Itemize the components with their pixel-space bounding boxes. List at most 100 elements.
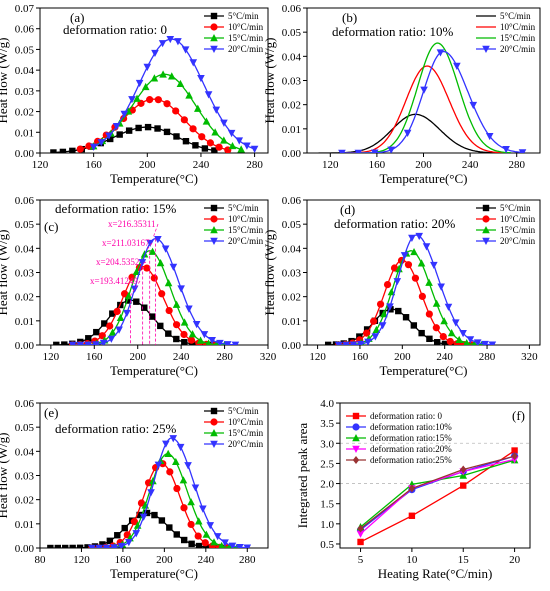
legend-item: 5°C/min xyxy=(204,406,259,416)
data-point xyxy=(143,264,151,272)
chart-panel-4: 120 160 200 240 280 320 0.00 0.01 0.02 0.03 0.04 0.… xyxy=(262,195,541,378)
legend-marker xyxy=(210,440,218,448)
legend-item: 10°C/min xyxy=(476,22,536,32)
data-point xyxy=(130,518,138,526)
legend-item: 5°C/min xyxy=(476,11,531,21)
data-point xyxy=(141,82,150,91)
data-point xyxy=(163,100,171,108)
data-point xyxy=(97,139,106,147)
data-point xyxy=(169,263,178,271)
data-point xyxy=(133,94,141,102)
data-point xyxy=(250,145,259,153)
y-tick-label: 2.0 xyxy=(320,479,334,491)
series-20-c-min xyxy=(89,35,259,153)
data-point xyxy=(410,247,418,256)
data-point xyxy=(434,339,441,345)
data-point xyxy=(92,341,100,345)
data-point xyxy=(89,143,98,151)
data-point xyxy=(109,310,116,317)
data-point xyxy=(159,70,167,78)
series-20-c-min xyxy=(68,236,240,345)
data-point xyxy=(99,339,108,345)
legend-item: 5°C/min xyxy=(476,203,531,213)
data-point xyxy=(402,314,410,321)
series-15-c-min xyxy=(341,42,511,153)
data-point xyxy=(195,542,203,548)
data-point xyxy=(166,35,175,44)
data-point xyxy=(191,484,200,492)
data-point xyxy=(386,303,394,311)
deformation-annotation: deformation ratio: 15% xyxy=(55,201,176,216)
data-point xyxy=(181,46,190,54)
data-point xyxy=(108,328,117,336)
y-tick-label: 0.06 xyxy=(15,195,35,207)
y-tick-label: 0.06 xyxy=(15,398,35,410)
series-line xyxy=(360,455,515,530)
data-point xyxy=(376,300,385,308)
data-point xyxy=(164,279,173,287)
data-point xyxy=(101,320,108,327)
legend-label: 20°C/min xyxy=(500,236,536,246)
data-point xyxy=(363,329,371,337)
x-axis-label: Temperature(°C) xyxy=(110,171,198,186)
legend-item: deformation ratio:20% xyxy=(346,444,452,454)
data-point xyxy=(356,530,365,538)
data-point xyxy=(208,336,216,345)
legend-label: 15°C/min xyxy=(500,33,536,43)
data-point xyxy=(154,125,161,132)
data-point xyxy=(177,285,185,293)
x-tick-label: 160 xyxy=(352,351,369,363)
series-line xyxy=(338,234,493,345)
legend-label: deformation ratio: 0 xyxy=(370,411,442,421)
data-point xyxy=(144,123,152,131)
data-point xyxy=(243,544,252,548)
data-point xyxy=(357,524,364,533)
legend-label: deformation ratio:20% xyxy=(370,444,452,454)
legend-label: 10°C/min xyxy=(228,22,264,32)
data-point xyxy=(139,513,148,521)
series-line xyxy=(72,238,236,345)
x-axis-label: Temperature(°C) xyxy=(379,171,467,186)
data-point xyxy=(130,285,139,293)
data-point xyxy=(354,149,363,153)
data-point xyxy=(393,278,402,286)
data-point xyxy=(349,341,358,345)
y-tick-label: 0.02 xyxy=(282,292,301,304)
y-tick-label: 0.00 xyxy=(282,340,302,352)
data-point xyxy=(473,339,482,345)
data-point xyxy=(184,462,192,470)
data-point xyxy=(117,542,126,548)
data-point xyxy=(137,499,146,507)
data-point xyxy=(132,530,141,538)
data-point xyxy=(120,290,129,298)
y-tick-label: 0.05 xyxy=(282,27,302,39)
legend-marker xyxy=(482,237,490,245)
panel-tag: (a) xyxy=(70,10,84,25)
data-point xyxy=(180,116,188,124)
data-point xyxy=(165,330,172,337)
data-point xyxy=(105,132,113,140)
data-point xyxy=(50,149,57,153)
legend-marker xyxy=(210,204,218,212)
y-axis-label: Heat flow (W/g) xyxy=(262,38,277,124)
data-point xyxy=(141,304,148,311)
data-point xyxy=(164,449,172,458)
legend-label: 10°C/min xyxy=(500,214,536,224)
data-point xyxy=(47,544,54,548)
data-point xyxy=(154,236,162,244)
data-point xyxy=(68,341,77,345)
x-tick-label: 280 xyxy=(216,351,233,363)
legend-marker xyxy=(210,12,218,20)
data-point xyxy=(59,148,67,153)
legend-label: 15°C/min xyxy=(500,225,536,235)
data-point xyxy=(150,274,158,282)
y-tick-label: 0.02 xyxy=(15,292,34,304)
data-point xyxy=(338,149,346,153)
data-point xyxy=(193,104,202,112)
legend-label: 5°C/min xyxy=(500,11,531,21)
data-point xyxy=(172,457,180,466)
data-point xyxy=(125,297,132,304)
deformation-annotation: deformation ratio: 25% xyxy=(55,421,176,436)
y-tick-label: 0.01 xyxy=(15,519,34,531)
